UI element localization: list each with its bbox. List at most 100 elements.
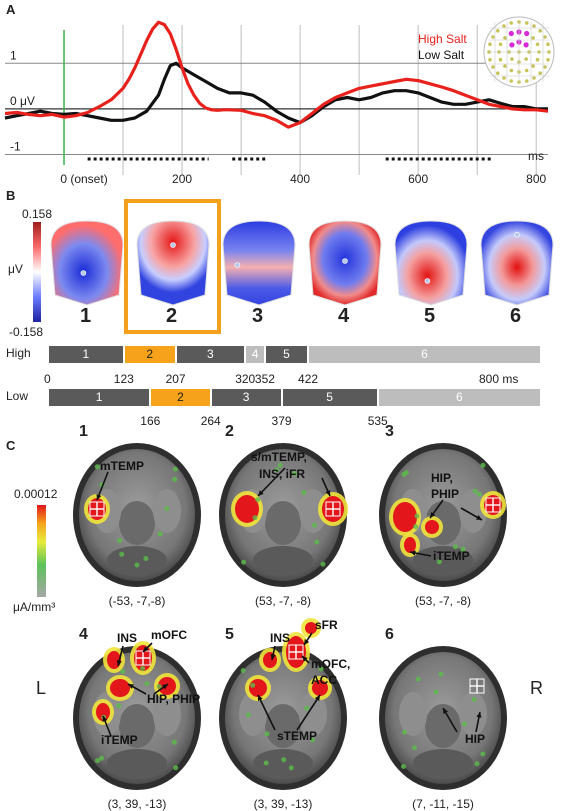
cerebellum xyxy=(253,546,313,574)
electrode-dot xyxy=(543,65,547,69)
legend-high-salt: High Salt xyxy=(418,32,467,46)
activation-speckle xyxy=(288,765,294,771)
x-tick-label-1: 200 xyxy=(172,172,192,186)
region-arrowhead xyxy=(162,684,168,690)
activation-speckle xyxy=(304,705,310,711)
activation-speckle xyxy=(438,671,444,677)
region-arrowhead xyxy=(143,646,149,652)
high-boundary-0: 0 xyxy=(44,372,51,386)
electrode-dot xyxy=(525,79,529,83)
panel-b-letter: B xyxy=(6,188,16,203)
activation-speckle xyxy=(414,513,420,519)
electrode-dot xyxy=(498,42,503,47)
electrode-dot xyxy=(524,30,530,37)
activation-speckle xyxy=(117,538,123,544)
electrode-dot xyxy=(523,42,529,48)
activation-speckle xyxy=(462,721,467,727)
electrode-dot xyxy=(509,68,514,73)
region-arrowhead xyxy=(96,494,102,500)
electrode-dot xyxy=(524,68,529,73)
activation-speckle xyxy=(245,712,251,718)
region-label-3-2: iTEMP xyxy=(433,549,470,563)
region-label-5-4: sTEMP xyxy=(277,729,317,743)
brain-coordinate-2: (53, -7, -8) xyxy=(254,594,311,608)
brain-coordinate-5: (3, 39, -13) xyxy=(253,797,313,811)
high-segment-4: 4 xyxy=(246,346,264,363)
right-hemisphere-label: R xyxy=(530,678,543,698)
y-tick-label-1: 0 μV xyxy=(10,94,35,108)
topo-scale-min: -0.158 xyxy=(9,325,44,339)
activation-speckle xyxy=(318,666,324,672)
electrode-dot xyxy=(502,76,506,80)
activation-speckle xyxy=(263,760,269,766)
activation-speckle xyxy=(472,488,478,494)
x-axis-unit: ms xyxy=(528,149,544,163)
activation-blob xyxy=(404,537,416,553)
topomap-row xyxy=(50,199,554,334)
high-row-label: High xyxy=(6,346,31,360)
cerebellum xyxy=(413,546,473,574)
region-label-4-1: mOFC xyxy=(151,628,187,642)
activation-speckle xyxy=(134,562,140,568)
brainstem xyxy=(119,501,155,545)
high-segment-1: 1 xyxy=(49,346,123,363)
topomap-label-5: 5 xyxy=(424,305,436,327)
topomap-2 xyxy=(136,220,210,306)
brain-3 xyxy=(379,443,507,587)
electrode-dot xyxy=(510,57,514,61)
topomap-5 xyxy=(394,220,468,306)
x-tick-label-2: 400 xyxy=(290,172,310,186)
topo-colorbar xyxy=(33,222,41,322)
topomap-label-2: 2 xyxy=(166,305,178,327)
activation-speckle xyxy=(281,757,287,763)
x-tick-label-0: 0 (onset) xyxy=(60,172,107,186)
activation-speckle xyxy=(156,684,162,690)
activation-speckle xyxy=(471,697,477,702)
temporal-lobe-left xyxy=(239,692,267,736)
activation-speckle xyxy=(476,491,482,497)
source-unit: μA/mm³ xyxy=(13,600,56,614)
activation-speckle xyxy=(94,464,100,470)
electrode-dot xyxy=(546,58,550,62)
legend-low-salt: Low Salt xyxy=(418,48,465,62)
erp-tick-labels: 1 0 μV -1 0 (onset) 200 400 600 800 ms xyxy=(10,48,547,186)
electrode-dot xyxy=(532,24,536,28)
activation-blob xyxy=(110,679,130,697)
activation-blob xyxy=(425,520,439,534)
electrode-dot xyxy=(491,65,495,69)
electrode-dot xyxy=(531,64,535,68)
electrode-dot xyxy=(509,21,513,25)
topomap-centroid-dot xyxy=(514,231,520,238)
activation-speckle xyxy=(250,682,256,688)
low-segment-6: 6 xyxy=(378,389,540,406)
brain-coordinate-3: (53, -7, -8) xyxy=(414,594,471,608)
topomap-centroid-dot xyxy=(424,278,431,284)
electrode-dot xyxy=(491,35,495,39)
activation-speckle xyxy=(171,739,177,745)
activation-speckle xyxy=(412,745,417,751)
activation-speckle xyxy=(240,668,246,674)
region-label-5-0: sFR xyxy=(315,618,338,632)
electrode-dot xyxy=(498,57,503,62)
cerebellum xyxy=(107,546,167,574)
activation-speckle xyxy=(157,531,163,537)
activation-speckle xyxy=(172,476,178,482)
activation-speckle xyxy=(173,765,179,771)
activation-blob xyxy=(312,680,328,696)
region-label-2-1: INS, iFR xyxy=(259,467,305,481)
region-label-6-0: HIP xyxy=(465,732,485,746)
topomap-6 xyxy=(480,220,554,306)
electrode-dot xyxy=(496,71,500,75)
brain-4 xyxy=(73,641,201,790)
region-arrowhead xyxy=(410,550,416,556)
electrode-dot xyxy=(508,30,514,37)
region-arrowhead xyxy=(128,684,134,689)
region-arrow xyxy=(296,694,321,731)
region-label-3-0: HIP, xyxy=(431,471,453,485)
activation-speckle xyxy=(453,544,458,550)
topomap-centroid-dot xyxy=(342,258,348,264)
low-boundary-2: 379 xyxy=(271,414,292,428)
region-label-5-3: ACC xyxy=(311,673,337,687)
activation-speckle xyxy=(143,556,149,561)
activation-speckle xyxy=(474,761,480,767)
